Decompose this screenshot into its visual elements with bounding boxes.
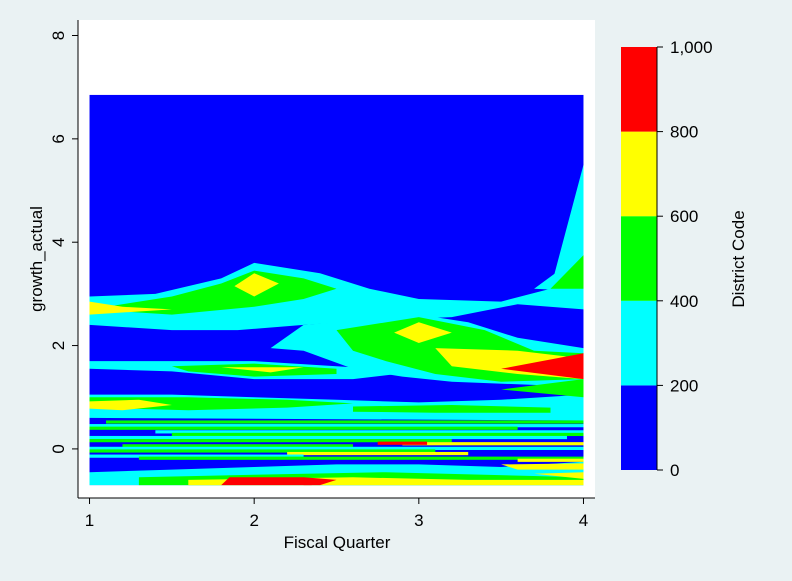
colorbar-swatch-4 <box>621 47 657 132</box>
colorbar-swatch-1 <box>621 300 657 386</box>
x-tick-label-2: 3 <box>414 511 423 530</box>
contour-stripe-3 <box>155 430 584 434</box>
contour-band-17 <box>353 405 551 413</box>
colorbar-tick-label-2: 400 <box>670 292 698 311</box>
contour-band-15 <box>89 397 353 411</box>
contour-stripe-1 <box>89 424 584 428</box>
contour-stripe-13 <box>89 454 304 458</box>
contour-stripe-14 <box>138 456 584 460</box>
contour-stripe-7 <box>402 442 584 446</box>
y-tick-label-0: 0 <box>49 444 68 453</box>
colorbar-tick-label-5: 1,000 <box>670 38 713 57</box>
colorbar-swatch-3 <box>621 131 657 217</box>
contour-stripe-12 <box>377 441 428 445</box>
contour-stripe-5 <box>89 435 568 440</box>
contour-band-22 <box>221 477 312 486</box>
colorbar-swatch-2 <box>621 216 657 301</box>
contour-stripe-11 <box>287 451 469 456</box>
contour-stripe-6 <box>89 439 452 443</box>
contour-stripe-2 <box>89 426 518 430</box>
contour-stripe-4 <box>171 432 584 437</box>
contour-stripe-8 <box>122 444 353 448</box>
colorbar-swatch-0 <box>621 385 657 470</box>
contour-band-18 <box>501 379 584 398</box>
contour-band-13 <box>221 367 304 373</box>
y-tick-label-3: 6 <box>49 134 68 143</box>
x-axis-title: Fiscal Quarter <box>284 533 391 552</box>
y-axis-title: growth_actual <box>27 206 46 312</box>
contour-band-2 <box>234 273 279 297</box>
contour-band-3 <box>89 301 172 315</box>
contour-stripe-9 <box>89 446 584 450</box>
colorbar-tick-label-3: 600 <box>670 207 698 226</box>
contour-stripes <box>89 420 584 462</box>
contour-stripe-15 <box>517 458 584 462</box>
contour-stripe-0 <box>105 420 584 424</box>
colorbar: 0 200 400 600 800 1,000 <box>621 38 713 480</box>
contour-band-16 <box>89 399 172 411</box>
colorbar-tick-label-1: 200 <box>670 376 698 395</box>
y-tick-label-1: 2 <box>49 341 68 350</box>
contour-band-23 <box>501 463 584 470</box>
x-tick-label-1: 2 <box>249 511 258 530</box>
y-tick-label-2: 4 <box>49 237 68 246</box>
colorbar-tick-label-0: 0 <box>670 461 679 480</box>
x-tick-label-0: 1 <box>85 511 94 530</box>
contour-band-10 <box>550 255 584 289</box>
colorbar-tick-label-4: 800 <box>670 123 698 142</box>
contour-regions <box>89 94 584 486</box>
y-tick-label-4: 8 <box>49 31 68 40</box>
contour-band-24 <box>534 472 584 479</box>
contour-band-8 <box>501 353 584 380</box>
contour-band-6 <box>394 322 452 343</box>
contour-band-1 <box>89 270 337 315</box>
x-tick-label-3: 4 <box>579 511 588 530</box>
axes: 1 2 3 4 0 2 4 6 8 <box>49 20 595 530</box>
contour-stripe-10 <box>89 449 436 453</box>
colorbar-title: District Code <box>729 210 748 307</box>
contour-band-25 <box>303 477 337 486</box>
